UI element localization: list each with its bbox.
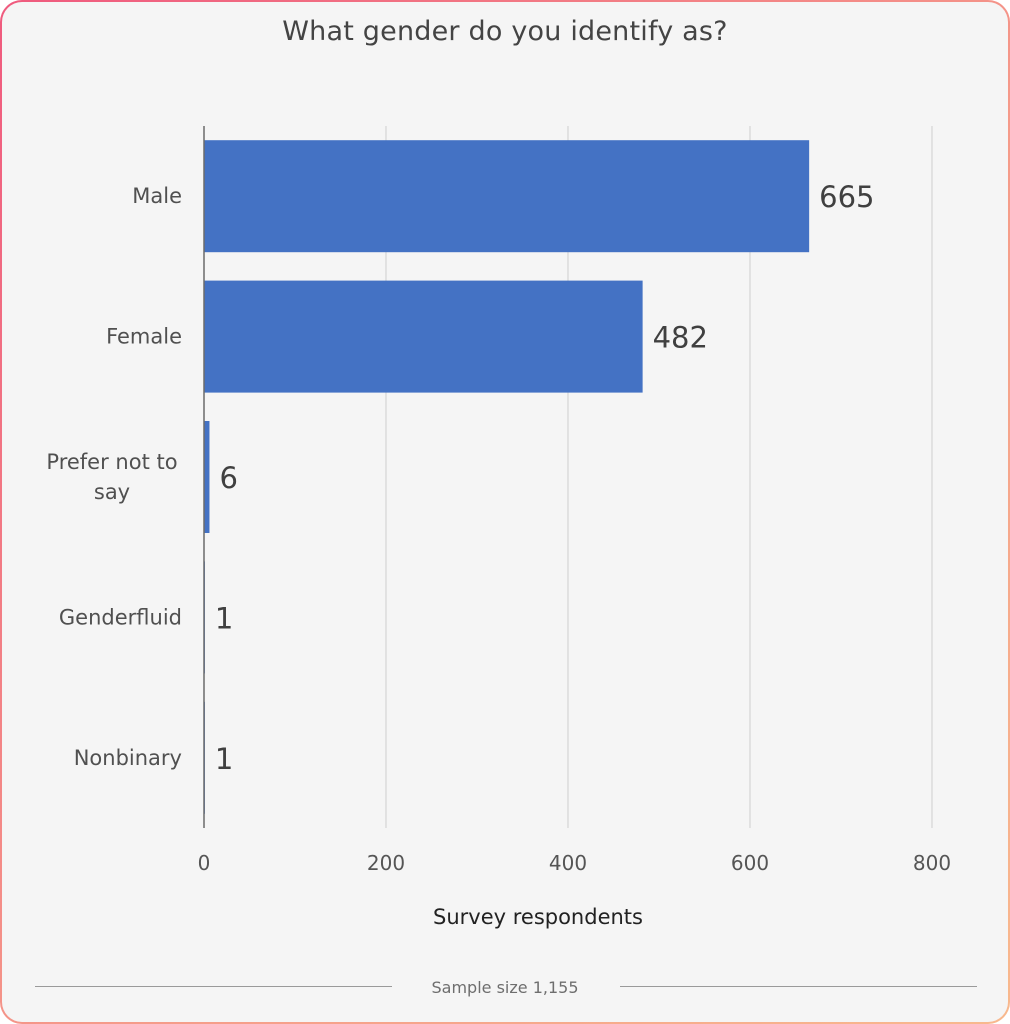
data-label-female: 482 [653, 321, 708, 355]
sample-size-note: Sample size 1,155 [431, 978, 579, 997]
category-label-female: Female [106, 325, 182, 349]
data-label-prefer-not-to-say: 6 [219, 461, 237, 495]
bar-female [204, 280, 643, 393]
x-tick-label-400: 400 [549, 851, 587, 875]
x-tick-label-0: 0 [198, 851, 211, 875]
footer-divider-left [35, 986, 392, 987]
x-axis-title: Survey respondents [433, 905, 643, 929]
x-tick-label-600: 600 [731, 851, 769, 875]
x-tick-label-200: 200 [367, 851, 405, 875]
chart-title: What gender do you identify as? [282, 16, 728, 47]
bar-prefer-not-to-say [204, 421, 210, 533]
category-label-prefer-not-to-say: Prefer not to say [46, 450, 177, 504]
category-label-male: Male [132, 184, 182, 208]
data-label-genderfluid: 1 [215, 601, 233, 635]
footer-divider-right [620, 986, 977, 987]
x-tick-label-800: 800 [913, 851, 951, 875]
bar-male [204, 140, 810, 253]
data-label-male: 665 [819, 180, 874, 214]
category-label-genderfluid: Genderfluid [59, 605, 182, 629]
category-label-nonbinary: Nonbinary [74, 746, 182, 770]
data-label-nonbinary: 1 [215, 742, 233, 776]
